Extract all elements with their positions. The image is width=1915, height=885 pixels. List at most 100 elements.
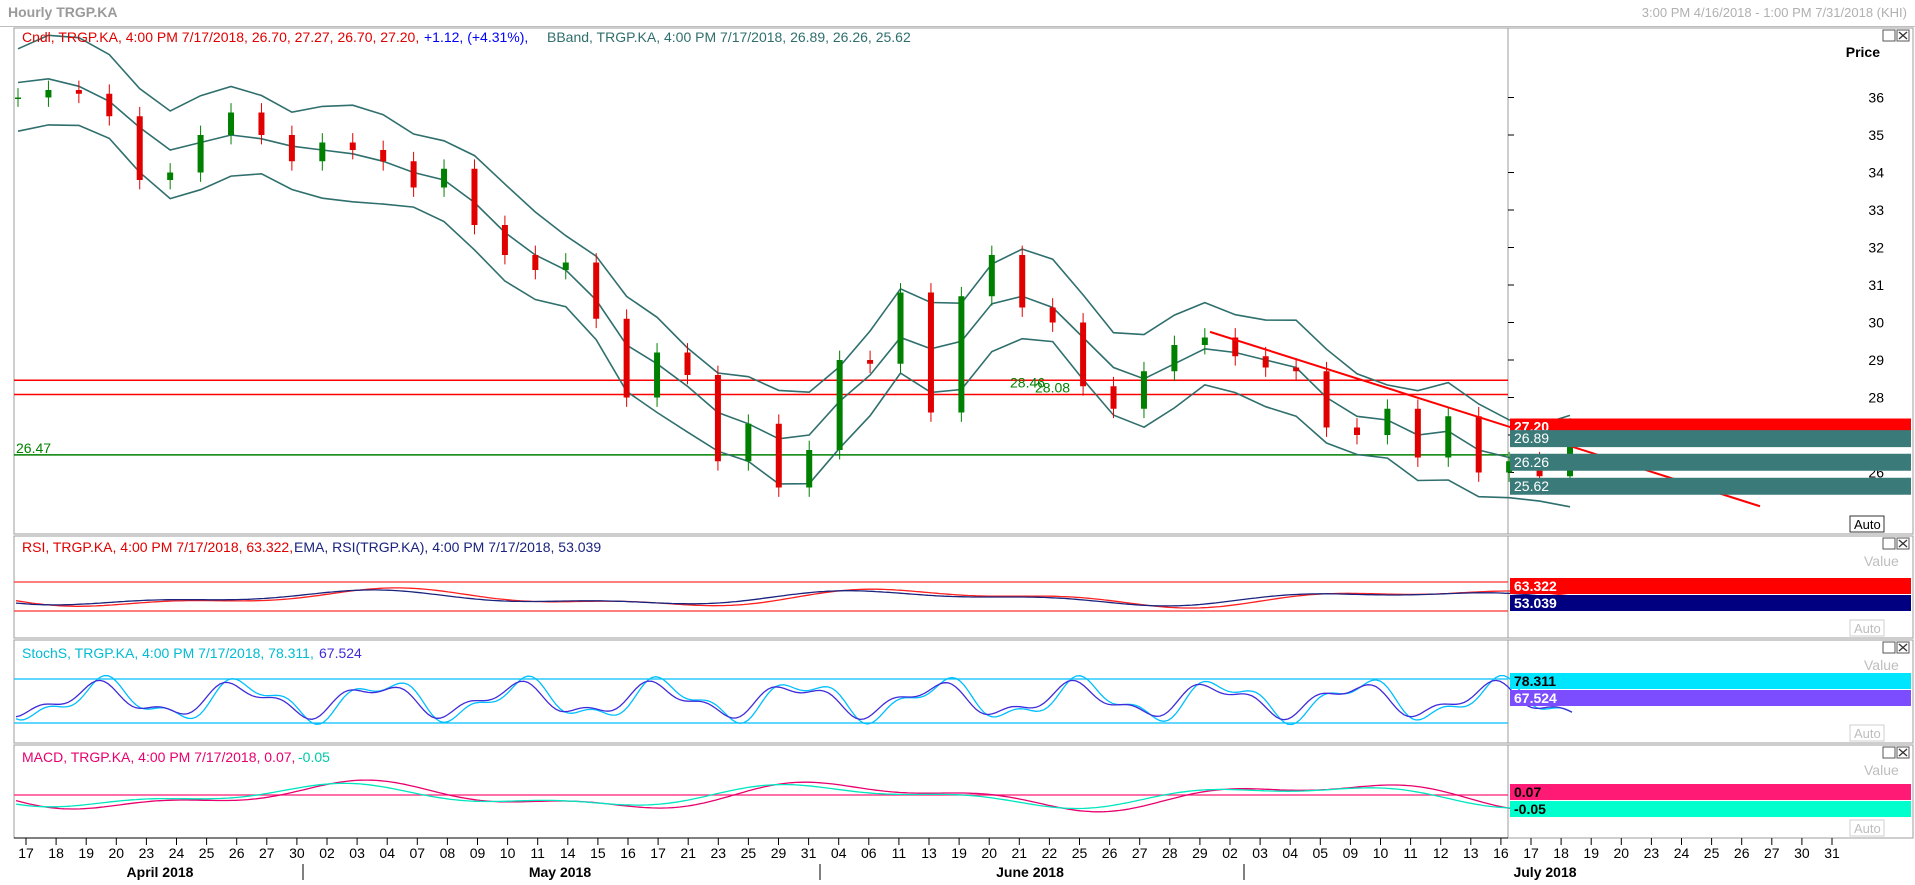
price-axis-area: [1507, 27, 1914, 535]
x-day-label: 02: [319, 845, 335, 861]
x-day-label: 25: [1704, 845, 1720, 861]
rsi-auto-button: [1849, 619, 1885, 637]
candle-body: [1384, 408, 1391, 435]
candle-body: [319, 142, 326, 162]
stoch-line-secondary: [15, 679, 1573, 721]
x-day-label: 27: [259, 845, 275, 861]
candle-body: [867, 360, 874, 364]
x-day-label: 23: [139, 845, 155, 861]
price-ytick-label: 28: [1868, 390, 1884, 406]
x-day-label: 11: [1403, 845, 1418, 861]
candle-body: [349, 142, 356, 150]
candle-body: [1262, 356, 1269, 368]
price-legend-candle: Cndl, TRGP.KA, 4:00 PM 7/17/2018, 26.70,…: [22, 29, 419, 45]
stoch-value-badge: [1510, 690, 1911, 706]
macd-value-badge-text: -0.05: [1514, 801, 1546, 817]
rsi-line-secondary: [15, 589, 1573, 607]
candle-body: [106, 93, 113, 117]
x-day-label: 13: [921, 845, 937, 861]
macd-value-badge-text: 0.07: [1514, 784, 1541, 800]
candle-body: [1171, 345, 1178, 372]
x-day-label: 23: [711, 845, 727, 861]
candle-body: [927, 292, 934, 413]
x-day-label: 13: [1463, 845, 1479, 861]
candle-body: [1232, 337, 1239, 357]
price-ytick-label: 30: [1868, 315, 1884, 331]
candle-body: [654, 352, 661, 398]
stoch-auto-label: Auto: [1854, 726, 1881, 741]
x-day-label: 17: [1523, 845, 1539, 861]
candle-body: [988, 255, 995, 297]
price-legend-bband: BBand, TRGP.KA, 4:00 PM 7/17/2018, 26.89…: [547, 29, 911, 45]
bband-lower-line: [17, 124, 1571, 508]
x-day-label: 25: [1072, 845, 1088, 861]
rsi-value-badge: [1510, 578, 1911, 594]
x-day-label: 17: [650, 845, 666, 861]
price-close-x-icon: [1898, 31, 1908, 40]
macd-close-x-icon: [1898, 748, 1908, 757]
macd-plot-area: [13, 744, 1509, 839]
price-value-badge-text: 26.89: [1514, 430, 1549, 446]
price-hline-label: 26.47: [16, 440, 51, 456]
x-day-label: 19: [78, 845, 94, 861]
candle-body: [1475, 416, 1482, 473]
stoch-legend-k: StochS, TRGP.KA, 4:00 PM 7/17/2018, 78.3…: [22, 645, 314, 661]
x-day-label: 29: [1192, 845, 1208, 861]
candle-body: [897, 292, 904, 364]
window-title: Hourly TRGP.KA: [8, 4, 118, 20]
macd-auto-button: [1849, 819, 1885, 837]
bband-middle-line: [17, 77, 1571, 466]
rsi-value-badge-text: 63.322: [1514, 578, 1557, 594]
price-value-badge: [1510, 477, 1911, 495]
candle-body: [1019, 255, 1026, 308]
candle-body: [562, 262, 569, 270]
candle-body: [197, 135, 204, 173]
candle-body: [441, 168, 448, 188]
x-day-label: 21: [680, 845, 696, 861]
candle-body: [1201, 337, 1208, 345]
price-legend-change: +1.12, (+4.31%),: [424, 29, 528, 45]
stoch-axis-title: Value: [1864, 657, 1899, 673]
price-plot-area: [13, 27, 1509, 535]
x-day-label: 18: [48, 845, 64, 861]
x-day-label: 10: [1373, 845, 1389, 861]
rsi-value-badge: [1510, 595, 1911, 611]
x-day-label: 11: [892, 845, 907, 861]
price-auto-button: [1849, 515, 1885, 533]
candle-body: [745, 423, 752, 462]
stoch-value-badge-text: 78.311: [1514, 673, 1556, 689]
candle-body: [1445, 416, 1452, 458]
x-day-label: 09: [470, 845, 486, 861]
x-day-label: 19: [1583, 845, 1599, 861]
x-day-label: 08: [440, 845, 456, 861]
price-value-badge: [1510, 453, 1911, 471]
x-month-label: May 2018: [529, 864, 591, 880]
x-day-label: 17: [18, 845, 34, 861]
x-day-label: 20: [109, 845, 125, 861]
candle-body: [1353, 427, 1360, 435]
x-day-label: 16: [620, 845, 636, 861]
price-ytick-label: 34: [1868, 165, 1884, 181]
stoch-legend-d: 67.524: [319, 645, 362, 661]
date-range: 3:00 PM 4/16/2018 - 1:00 PM 7/31/2018 (K…: [1641, 5, 1907, 20]
x-day-label: 26: [1102, 845, 1118, 861]
candle-body: [1506, 461, 1513, 473]
x-day-label: 31: [1824, 845, 1840, 861]
x-day-label: 07: [410, 845, 426, 861]
price-ytick-label: 33: [1868, 202, 1884, 218]
x-day-label: 12: [1433, 845, 1449, 861]
candle-body: [1110, 386, 1117, 409]
x-month-label: July 2018: [1513, 864, 1576, 880]
x-month-label: April 2018: [127, 864, 194, 880]
candle-body: [1323, 371, 1330, 428]
candle-body: [1049, 307, 1056, 323]
candle-body: [167, 172, 174, 180]
candle-body: [775, 423, 782, 488]
trend-line: [1209, 330, 1761, 508]
x-day-label: 03: [349, 845, 365, 861]
candle-body: [288, 135, 295, 162]
candle-body: [501, 225, 508, 255]
price-axis-title: Price: [1846, 44, 1880, 60]
